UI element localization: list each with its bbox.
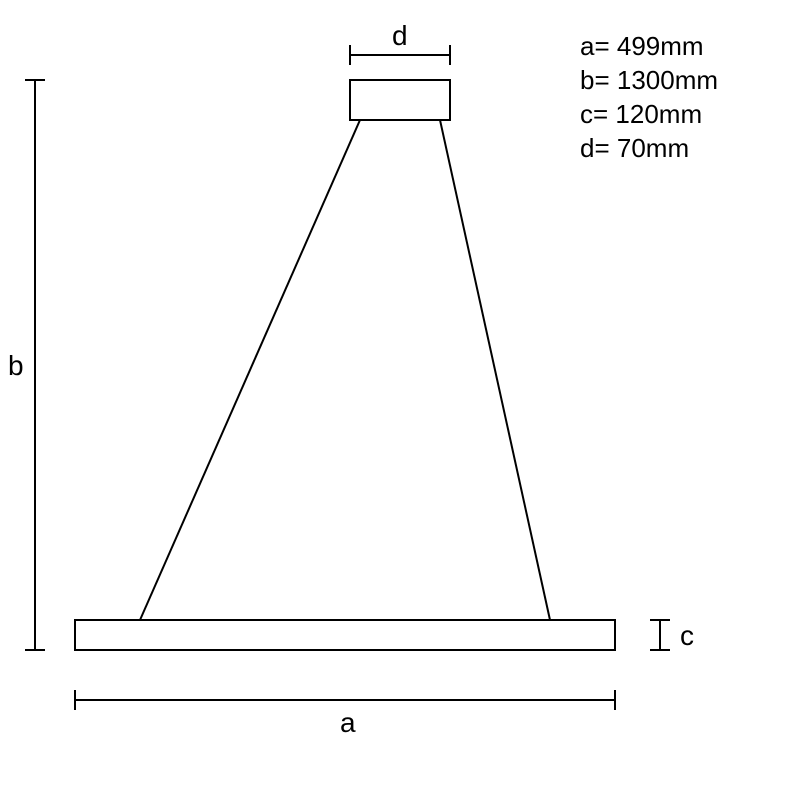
dimension-d-label: d bbox=[392, 20, 408, 51]
dimension-legend: a= 499mm b= 1300mm c= 120mm d= 70mm bbox=[580, 31, 718, 163]
dimension-a: a bbox=[75, 690, 615, 738]
canopy-rect bbox=[350, 80, 450, 120]
dimension-b: b bbox=[8, 80, 45, 650]
legend-entry-a: a= 499mm bbox=[580, 31, 704, 61]
ring-base-rect bbox=[75, 620, 615, 650]
suspension-wire-right bbox=[440, 120, 550, 620]
dimension-d: d bbox=[350, 20, 450, 65]
dimension-c: c bbox=[650, 620, 694, 651]
suspension-wire-left bbox=[140, 120, 360, 620]
dimension-c-label: c bbox=[680, 620, 694, 651]
legend-entry-c: c= 120mm bbox=[580, 99, 702, 129]
legend-entry-d: d= 70mm bbox=[580, 133, 689, 163]
dimension-a-label: a bbox=[340, 707, 356, 738]
legend-entry-b: b= 1300mm bbox=[580, 65, 718, 95]
pendant-lamp-dimension-diagram: a b c d a= 499mm b= 1300mm c= 120mm d= 70mm bbox=[0, 0, 800, 800]
dimension-b-label: b bbox=[8, 350, 24, 381]
